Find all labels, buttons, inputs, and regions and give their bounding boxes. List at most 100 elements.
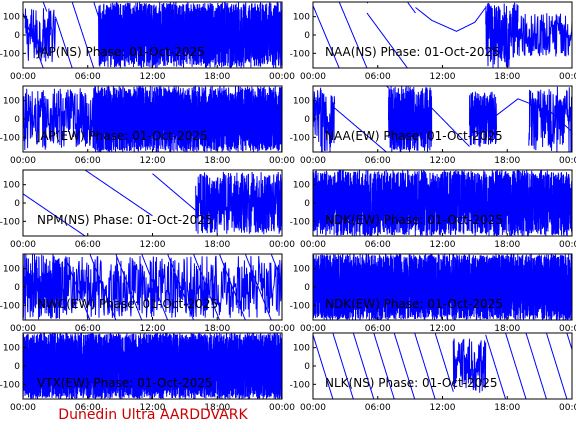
- panel-title: NAA(NS) Phase: 01-Oct-2025: [325, 45, 500, 59]
- y-tick-label: 0: [304, 362, 310, 372]
- phase-series-line: [23, 254, 282, 320]
- x-tick-label: 18:00: [204, 240, 230, 250]
- footer-caption: Dunedin Ultra AARDDVARK: [58, 407, 248, 423]
- x-tick-label: 18:00: [494, 240, 520, 250]
- panel-title: NWC(EW) Phase: 01-Oct-2025: [37, 297, 218, 311]
- x-tick-label: 12:00: [430, 72, 456, 82]
- x-tick-label: 00:00: [559, 72, 576, 82]
- x-tick-label: 12:00: [140, 156, 166, 166]
- y-tick-label: -100: [290, 217, 311, 227]
- x-tick-label: 06:00: [75, 403, 101, 413]
- panel-title: NAA(EW) Phase: 01-Oct-2025: [325, 129, 503, 143]
- phase-panel: 100 0 -100 00:00 06:00 12:00 18:00 00:00 VTX(EW)…: [0, 332, 295, 413]
- x-tick-label: 06:00: [365, 156, 391, 166]
- x-tick-label: 00:00: [269, 72, 295, 82]
- y-tick-label: 100: [293, 97, 310, 107]
- x-tick-label: 00:00: [10, 240, 36, 250]
- phase-series-line: [23, 86, 282, 152]
- x-tick-label: 00:00: [10, 403, 36, 413]
- y-tick-label: -100: [0, 380, 20, 390]
- x-tick-label: 06:00: [365, 403, 391, 413]
- panel-title: NDK(EW) Phase: 01-Oct-2025: [325, 297, 503, 311]
- phase-panel: 100 0 -100 00:00 06:00 12:00 18:00 00:00 JAP(EW)…: [0, 85, 295, 166]
- x-tick-label: 18:00: [204, 324, 230, 334]
- y-tick-label: 100: [3, 181, 20, 191]
- x-tick-label: 00:00: [300, 324, 326, 334]
- phase-series-line: [313, 170, 572, 236]
- x-tick-label: 00:00: [10, 72, 36, 82]
- x-tick-label: 18:00: [494, 156, 520, 166]
- panel-title: JAP(NS) Phase: 01-Oct-2025: [36, 45, 205, 59]
- phase-series-line: [313, 254, 572, 320]
- y-tick-label: 0: [304, 283, 310, 293]
- y-tick-label: 100: [3, 265, 20, 275]
- x-tick-label: 18:00: [204, 403, 230, 413]
- x-tick-label: 12:00: [430, 324, 456, 334]
- x-tick-label: 00:00: [10, 324, 36, 334]
- phase-series-line: [313, 2, 572, 68]
- x-tick-label: 06:00: [75, 72, 101, 82]
- y-tick-label: 0: [14, 362, 20, 372]
- x-tick-label: 18:00: [494, 324, 520, 334]
- y-tick-label: 0: [14, 283, 20, 293]
- phase-series-line: [23, 333, 282, 399]
- phase-series-line: [313, 86, 572, 152]
- phase-panel: 100 0 -100 00:00 06:00 12:00 18:00 00:00 NDK(EW)…: [290, 253, 576, 334]
- x-tick-label: 12:00: [140, 324, 166, 334]
- x-tick-label: 12:00: [140, 403, 166, 413]
- y-tick-label: 100: [293, 13, 310, 23]
- y-tick-label: -100: [290, 301, 311, 311]
- x-tick-label: 12:00: [140, 240, 166, 250]
- phase-panel: 100 0 -100 00:00 06:00 12:00 18:00 00:00 NWC(EW)…: [0, 253, 295, 334]
- panel-title: VTX(EW) Phase: 01-Oct-2025: [37, 376, 213, 390]
- x-tick-label: 06:00: [365, 72, 391, 82]
- x-tick-label: 12:00: [430, 240, 456, 250]
- y-tick-label: -100: [0, 133, 20, 143]
- x-tick-label: 12:00: [430, 156, 456, 166]
- x-tick-label: 00:00: [269, 403, 295, 413]
- phase-panel: 100 0 -100 00:00 06:00 12:00 18:00 00:00 NAA(EW)…: [290, 85, 576, 166]
- x-tick-label: 18:00: [204, 156, 230, 166]
- panel-title: JAP(EW) Phase: 01-Oct-2025: [36, 129, 208, 143]
- y-tick-label: -100: [290, 380, 311, 390]
- y-tick-label: -100: [290, 133, 311, 143]
- x-tick-label: 12:00: [140, 72, 166, 82]
- y-tick-label: 0: [14, 31, 20, 41]
- y-tick-label: 0: [304, 199, 310, 209]
- phase-panel: 100 0 -100 00:00 06:00 12:00 18:00 00:00 NPM(NS)…: [0, 169, 295, 250]
- phase-panel: 100 0 -100 00:00 06:00 12:00 18:00 00:00 NAA(NS)…: [290, 1, 576, 82]
- phase-series-line: [23, 2, 282, 68]
- x-tick-label: 18:00: [494, 403, 520, 413]
- panel-title: NLK(NS) Phase: 01-Oct-2025: [325, 376, 498, 390]
- x-tick-label: 00:00: [559, 403, 576, 413]
- y-tick-label: 0: [304, 115, 310, 125]
- x-tick-label: 12:00: [430, 403, 456, 413]
- x-tick-label: 00:00: [300, 156, 326, 166]
- y-tick-label: 100: [293, 265, 310, 275]
- x-tick-label: 00:00: [269, 156, 295, 166]
- y-tick-label: -100: [0, 301, 20, 311]
- x-tick-label: 18:00: [494, 72, 520, 82]
- y-tick-label: 100: [3, 13, 20, 23]
- x-tick-label: 00:00: [10, 156, 36, 166]
- phase-panel: 100 0 -100 00:00 06:00 12:00 18:00 00:00 JAP(NS)…: [0, 1, 295, 82]
- x-tick-label: 06:00: [75, 156, 101, 166]
- phase-series-line: [23, 170, 282, 236]
- y-tick-label: -100: [0, 217, 20, 227]
- y-tick-label: 0: [304, 31, 310, 41]
- x-tick-label: 00:00: [269, 324, 295, 334]
- y-tick-label: -100: [0, 49, 20, 59]
- y-tick-label: 100: [3, 344, 20, 354]
- x-tick-label: 00:00: [300, 240, 326, 250]
- x-tick-label: 18:00: [204, 72, 230, 82]
- x-tick-label: 06:00: [365, 324, 391, 334]
- y-tick-label: -100: [290, 49, 311, 59]
- phase-panel: 100 0 -100 00:00 06:00 12:00 18:00 00:00 NDK(EW)…: [290, 169, 576, 250]
- phase-panel: 100 0 -100 00:00 06:00 12:00 18:00 00:00 NLK(NS)…: [290, 332, 576, 413]
- y-tick-label: 100: [3, 97, 20, 107]
- y-tick-label: 0: [14, 115, 20, 125]
- y-tick-label: 100: [293, 181, 310, 191]
- x-tick-label: 06:00: [75, 240, 101, 250]
- x-tick-label: 00:00: [559, 324, 576, 334]
